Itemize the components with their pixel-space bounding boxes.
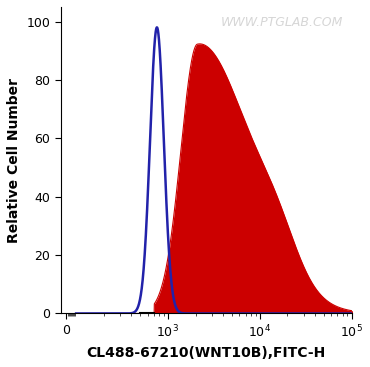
Text: WWW.PTGLAB.COM: WWW.PTGLAB.COM xyxy=(221,16,343,29)
X-axis label: CL488-67210(WNT10B),FITC-H: CL488-67210(WNT10B),FITC-H xyxy=(87,346,326,360)
Y-axis label: Relative Cell Number: Relative Cell Number xyxy=(7,78,21,243)
